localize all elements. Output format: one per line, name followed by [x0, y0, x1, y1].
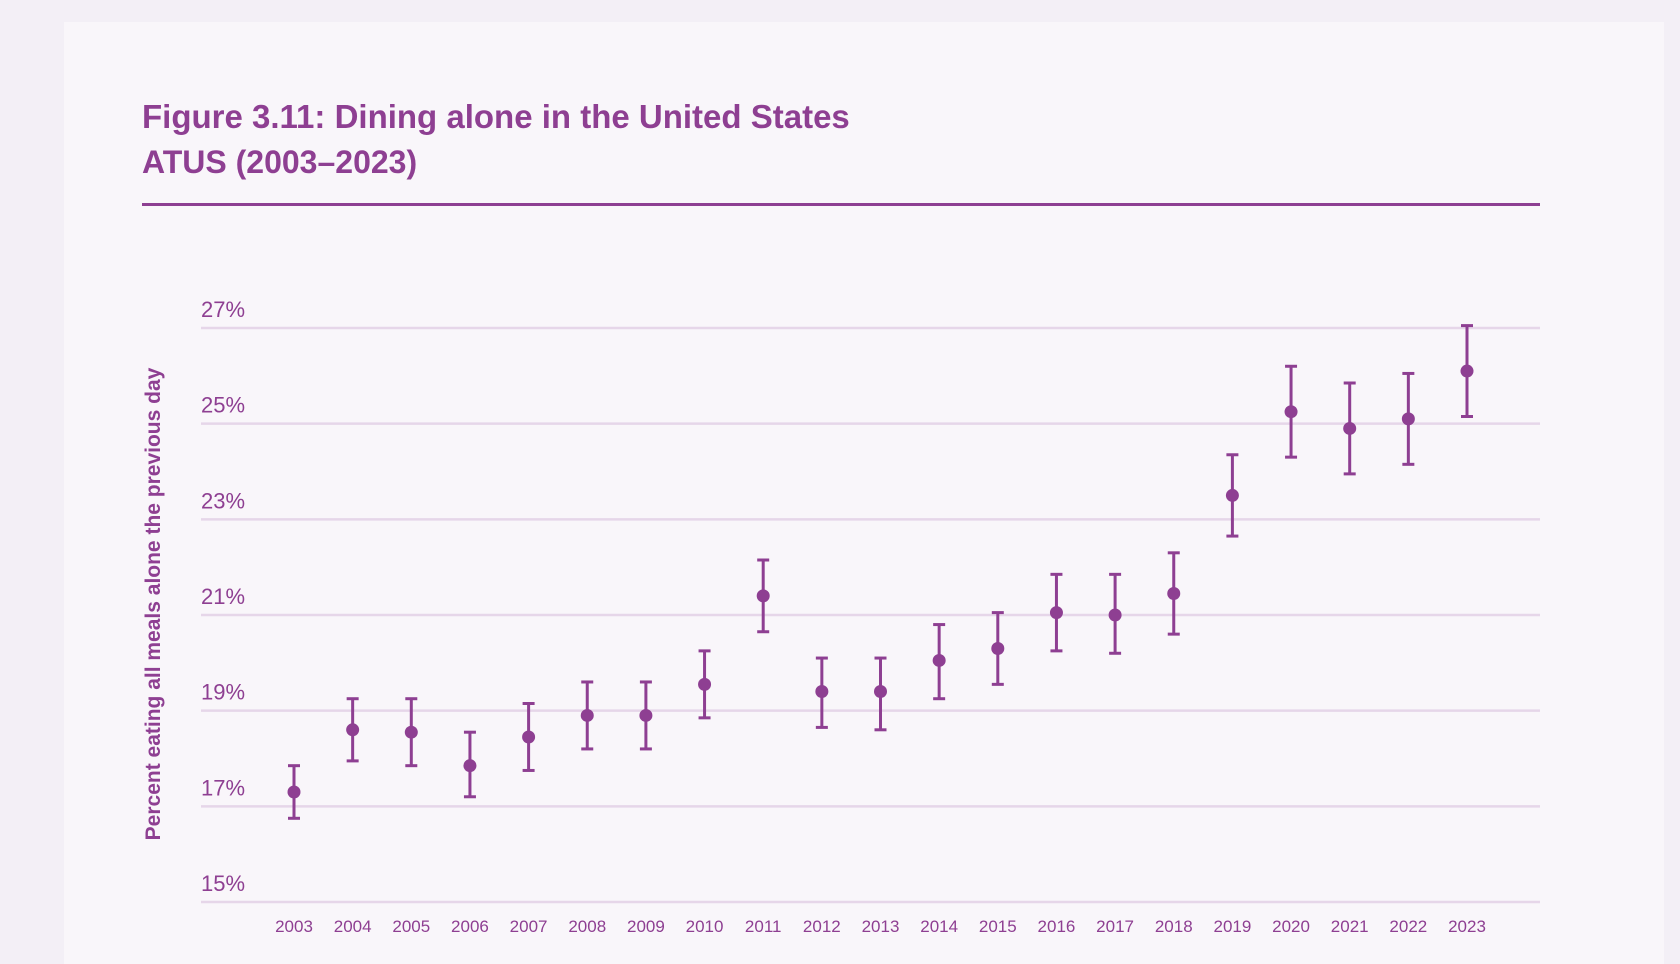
data-point	[991, 641, 1005, 655]
data-point	[580, 708, 594, 722]
y-tick-label: 27%	[201, 297, 245, 322]
x-tick-label: 2010	[686, 917, 724, 936]
y-tick-label: 21%	[201, 584, 245, 609]
x-tick-label: 2023	[1448, 917, 1486, 936]
y-tick-labels: 15% 17% 19% 21% 23% 25% 27%	[201, 297, 245, 896]
x-tick-label: 2009	[627, 917, 665, 936]
x-tick-label: 2008	[568, 917, 606, 936]
data-point	[1225, 488, 1239, 502]
data-point	[1343, 421, 1357, 435]
y-tick-label: 23%	[201, 488, 245, 513]
y-tick-label: 15%	[201, 871, 245, 896]
data-point	[756, 589, 770, 603]
x-tick-label: 2015	[979, 917, 1017, 936]
data-point	[639, 708, 653, 722]
data-point	[932, 653, 946, 667]
data-point	[287, 785, 301, 799]
x-tick-labels: 2003 2004 2005 2006 2007 2008 2009 2010 2011 2012…	[275, 917, 1486, 936]
x-tick-label: 2019	[1213, 917, 1251, 936]
data-point	[698, 677, 712, 691]
chart-title: Figure 3.11: Dining alone in the United …	[142, 98, 850, 135]
data-points	[287, 364, 1474, 799]
y-axis-label: Percent eating all meals alone the previ…	[142, 367, 165, 840]
data-point	[346, 723, 360, 737]
data-point	[404, 725, 418, 739]
title-divider	[142, 203, 1540, 206]
x-tick-label: 2003	[275, 917, 313, 936]
data-point	[522, 730, 536, 744]
x-tick-label: 2011	[745, 917, 782, 936]
x-tick-label: 2022	[1389, 917, 1427, 936]
x-tick-label: 2020	[1272, 917, 1310, 936]
x-tick-label: 2006	[451, 917, 489, 936]
x-tick-label: 2007	[510, 917, 548, 936]
x-tick-label: 2013	[862, 917, 900, 936]
data-point	[1401, 412, 1415, 426]
error-bars	[288, 324, 1473, 820]
data-point	[1460, 364, 1474, 378]
y-tick-label: 25%	[201, 393, 245, 418]
data-point	[1284, 405, 1298, 419]
x-tick-label: 2021	[1331, 917, 1369, 936]
chart-subtitle: ATUS (2003–2023)	[142, 144, 418, 180]
data-point	[463, 759, 477, 773]
data-point	[1049, 606, 1063, 620]
gridlines	[201, 326, 1540, 904]
x-tick-label: 2005	[392, 917, 430, 936]
x-tick-label: 2016	[1038, 917, 1076, 936]
y-tick-label: 17%	[201, 775, 245, 800]
x-tick-label: 2012	[803, 917, 841, 936]
data-point	[815, 685, 829, 699]
data-point	[1108, 608, 1122, 622]
x-tick-label: 2017	[1096, 917, 1134, 936]
y-tick-label: 19%	[201, 680, 245, 705]
data-point	[1167, 586, 1181, 600]
x-tick-label: 2014	[920, 917, 958, 936]
x-tick-label: 2004	[334, 917, 372, 936]
data-point	[874, 685, 887, 699]
x-tick-label: 2018	[1155, 917, 1193, 936]
